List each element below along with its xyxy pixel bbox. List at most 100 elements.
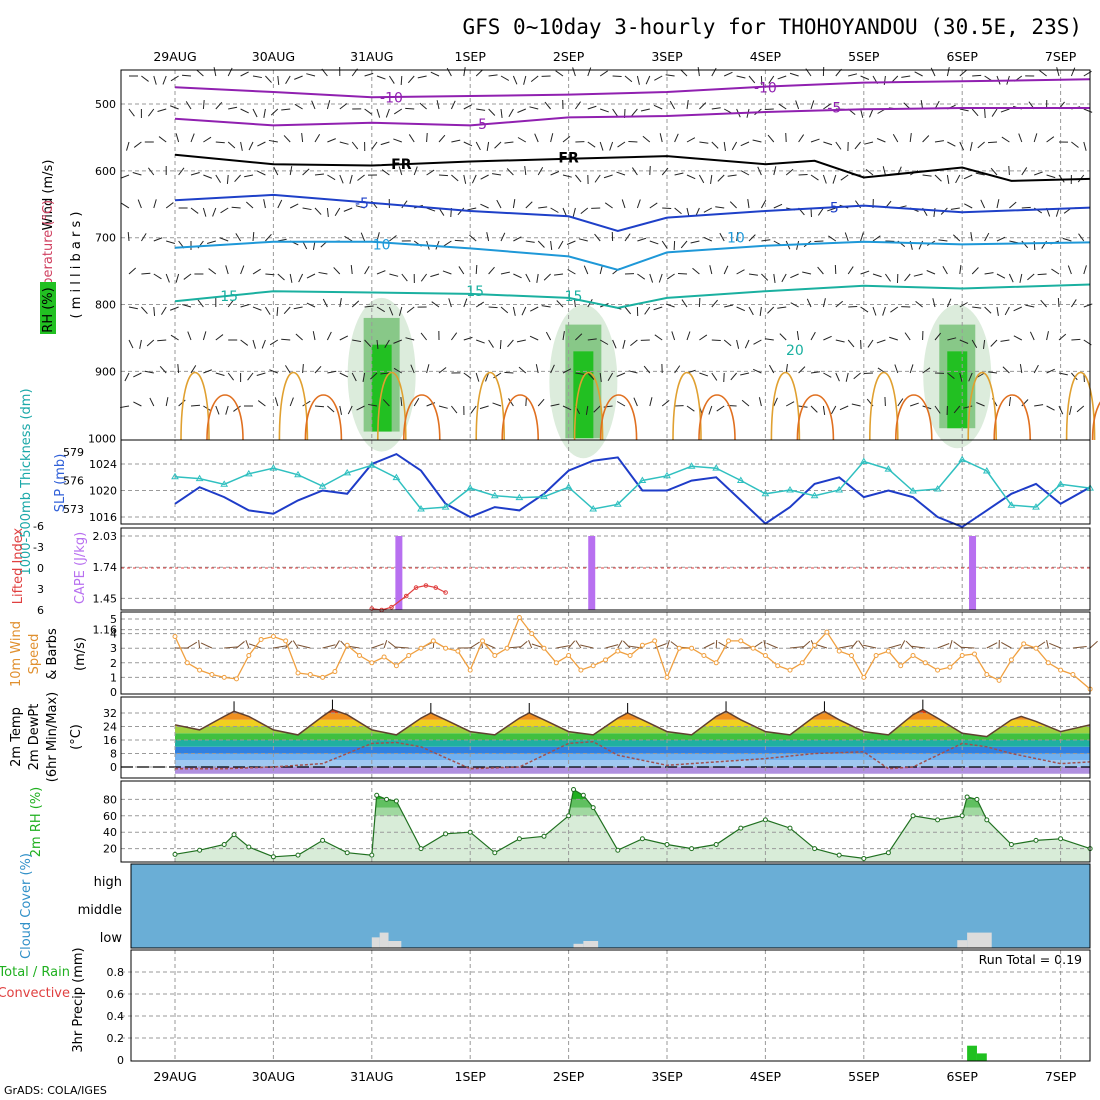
wind-barb [661,240,668,249]
wind-barb [333,267,341,275]
low-cloud-block [583,941,599,948]
wind-barb [971,267,979,275]
thickness-point [392,473,401,481]
wind-barb [1083,141,1087,151]
wind-barb [1019,273,1023,283]
wind-barb [469,234,477,242]
wind-barb [984,108,986,119]
wind-barb [454,239,464,242]
wind-barb [1046,136,1055,143]
wind-barb [969,141,973,151]
rh2m-point [172,851,178,857]
thickness-point [515,493,524,501]
wind10-barb [766,642,778,649]
wind-barb [376,108,381,118]
wind-barb [802,271,812,275]
wind-barb [674,365,681,374]
wind-barb [1034,404,1044,407]
wind-barb [147,167,155,176]
wind-barb [133,372,142,378]
wind-barb [311,100,316,110]
wind-barb [950,207,960,210]
wind10-tick-label: 4 [110,628,117,641]
wind-barb [277,273,285,281]
wind-barb [252,306,262,311]
wind-barb [536,273,539,283]
rh2m-band [175,789,1090,800]
wind-barb [499,339,502,350]
wind-barb [273,166,279,176]
wind10-speed-point [910,653,916,658]
wind10-speed-point [209,671,215,677]
wind-barb [934,405,941,414]
wind-barb [326,331,332,341]
thickness-point [810,491,819,499]
wind-barb [932,298,936,308]
wind-barb [480,203,489,209]
rh2m-point [384,796,390,802]
thickness-point [909,486,917,494]
wind10-speed-point [812,642,818,648]
rh2m-point [492,850,498,856]
wind-barb [872,235,881,242]
wind-barb [289,397,294,407]
wind-barb [583,265,589,275]
wind-barb [990,339,998,347]
wind-barb [810,405,818,413]
rh2m-area [175,789,1091,862]
wind-barb [758,397,762,407]
wind-barb [621,199,626,209]
wind-barb [996,199,1000,209]
wind10-axis-label-1: 10m Wind [9,621,24,687]
wind-barb [1071,372,1078,381]
rh2m-point [861,855,867,861]
wind-barb [817,266,824,275]
wind-barb [1071,338,1081,341]
date-label-top: 5SEP [848,49,880,64]
slp-line [174,452,1091,529]
wind10-barb [292,640,299,649]
wind-barb [1071,141,1079,148]
cloud-level-high: high [94,875,122,890]
wind-barb [777,306,787,309]
wind-barb [922,135,930,143]
wind-barb [157,108,167,112]
temp2m-frame [120,696,1091,779]
wind10-barb [285,640,293,649]
thickness-point [736,476,745,483]
wind-barb [458,266,465,275]
wind-barb [839,405,849,411]
wind-barb [599,70,608,77]
wind-barb [294,103,303,110]
wind10-speed-point [1033,645,1039,651]
wind-barb [947,337,957,341]
wind-barb [740,170,750,176]
rh2m-band [175,807,1090,816]
pressure-axis-label: ( m i l l i b a r s ) [69,212,84,319]
wind-barb [537,398,545,407]
wind-barb [631,167,638,176]
date-label-top: 1SEP [455,49,487,64]
precip-bar [967,1045,977,1061]
wind-barb [302,363,304,374]
wind-barb [983,339,986,349]
wind-barb [587,338,597,341]
wind10-speed-point [369,660,375,666]
wind-barb [990,167,998,176]
wind-barb [645,75,651,85]
wind-barb [463,372,472,379]
wind-barb [566,240,576,245]
wind-barb [550,207,559,213]
wind-barb [240,304,250,308]
wind10-barb [858,640,865,649]
wind-barb [426,169,435,176]
wind-barb [420,273,428,282]
wind-barb [457,207,465,216]
wind-barb [312,331,316,341]
thickness-point [318,482,327,489]
contour-label: -5 [355,196,369,212]
wind-barb [717,174,725,182]
wind-barb [653,306,663,311]
wind-barb [823,141,833,146]
wind-barb [1018,133,1023,143]
